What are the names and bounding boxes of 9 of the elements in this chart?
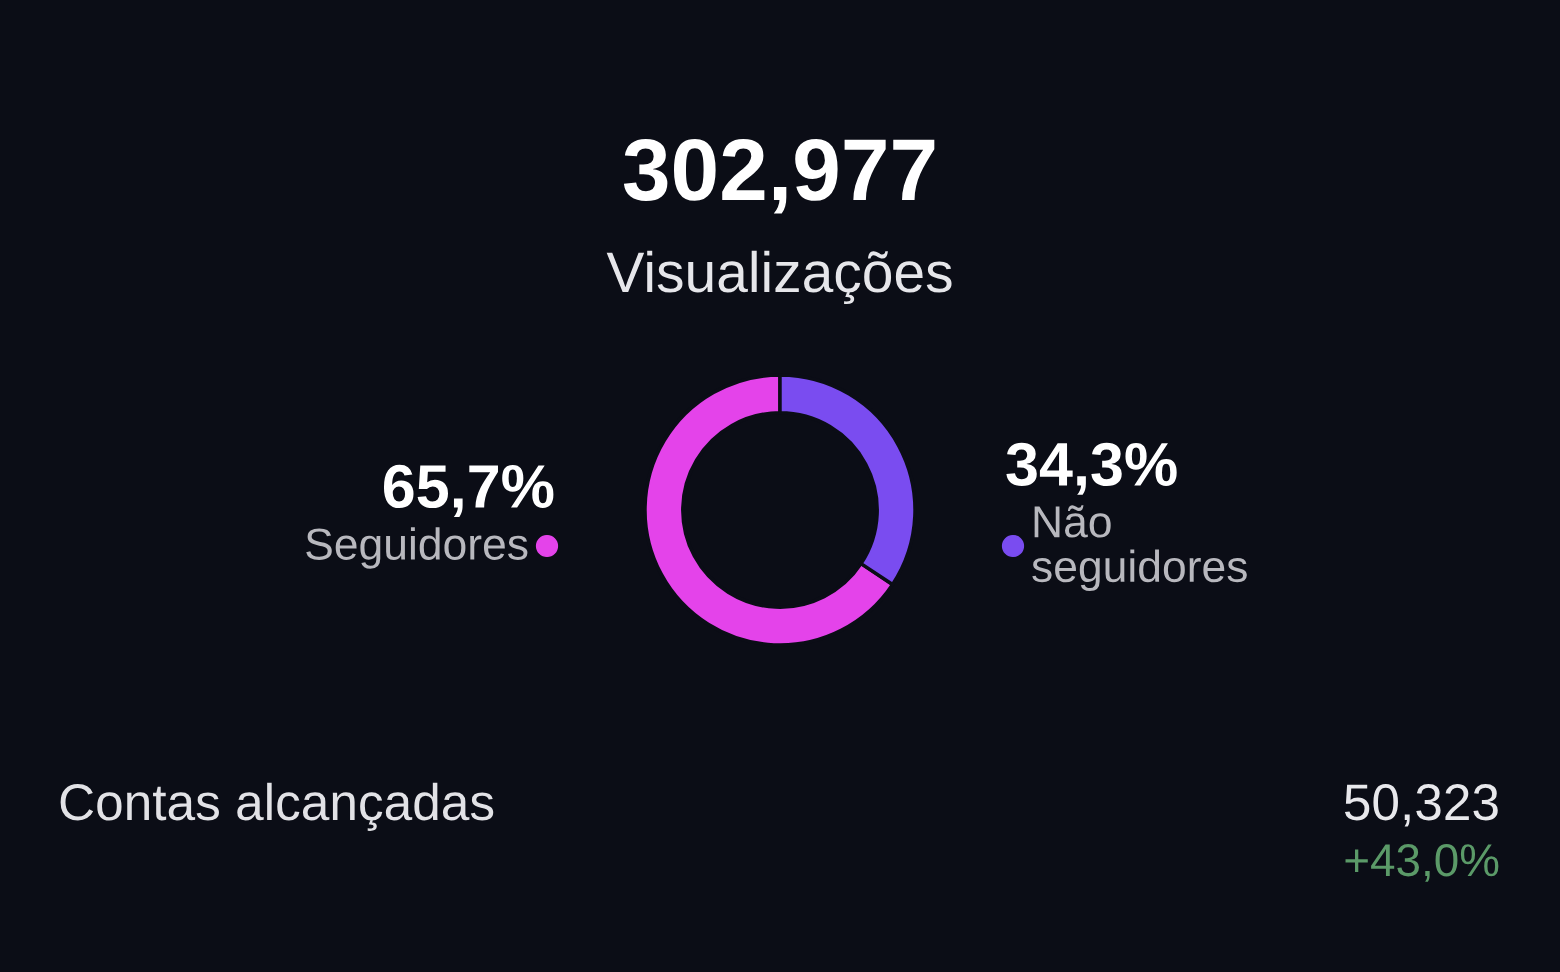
text: +43,0%	[1345, 844, 1499, 882]
slice-label: Seguidores	[306, 527, 528, 569]
text: 50,323	[1344, 784, 1498, 827]
legend-label: Não seguidores	[1032, 505, 1247, 592]
chart-subtitle: Visualizações	[606, 250, 952, 305]
data-label: 34,3%	[1006, 442, 1177, 495]
chart-title: 302,977	[623, 138, 935, 214]
data-label: 65,7%	[383, 464, 554, 517]
text: Contas alcançadas	[60, 782, 494, 831]
